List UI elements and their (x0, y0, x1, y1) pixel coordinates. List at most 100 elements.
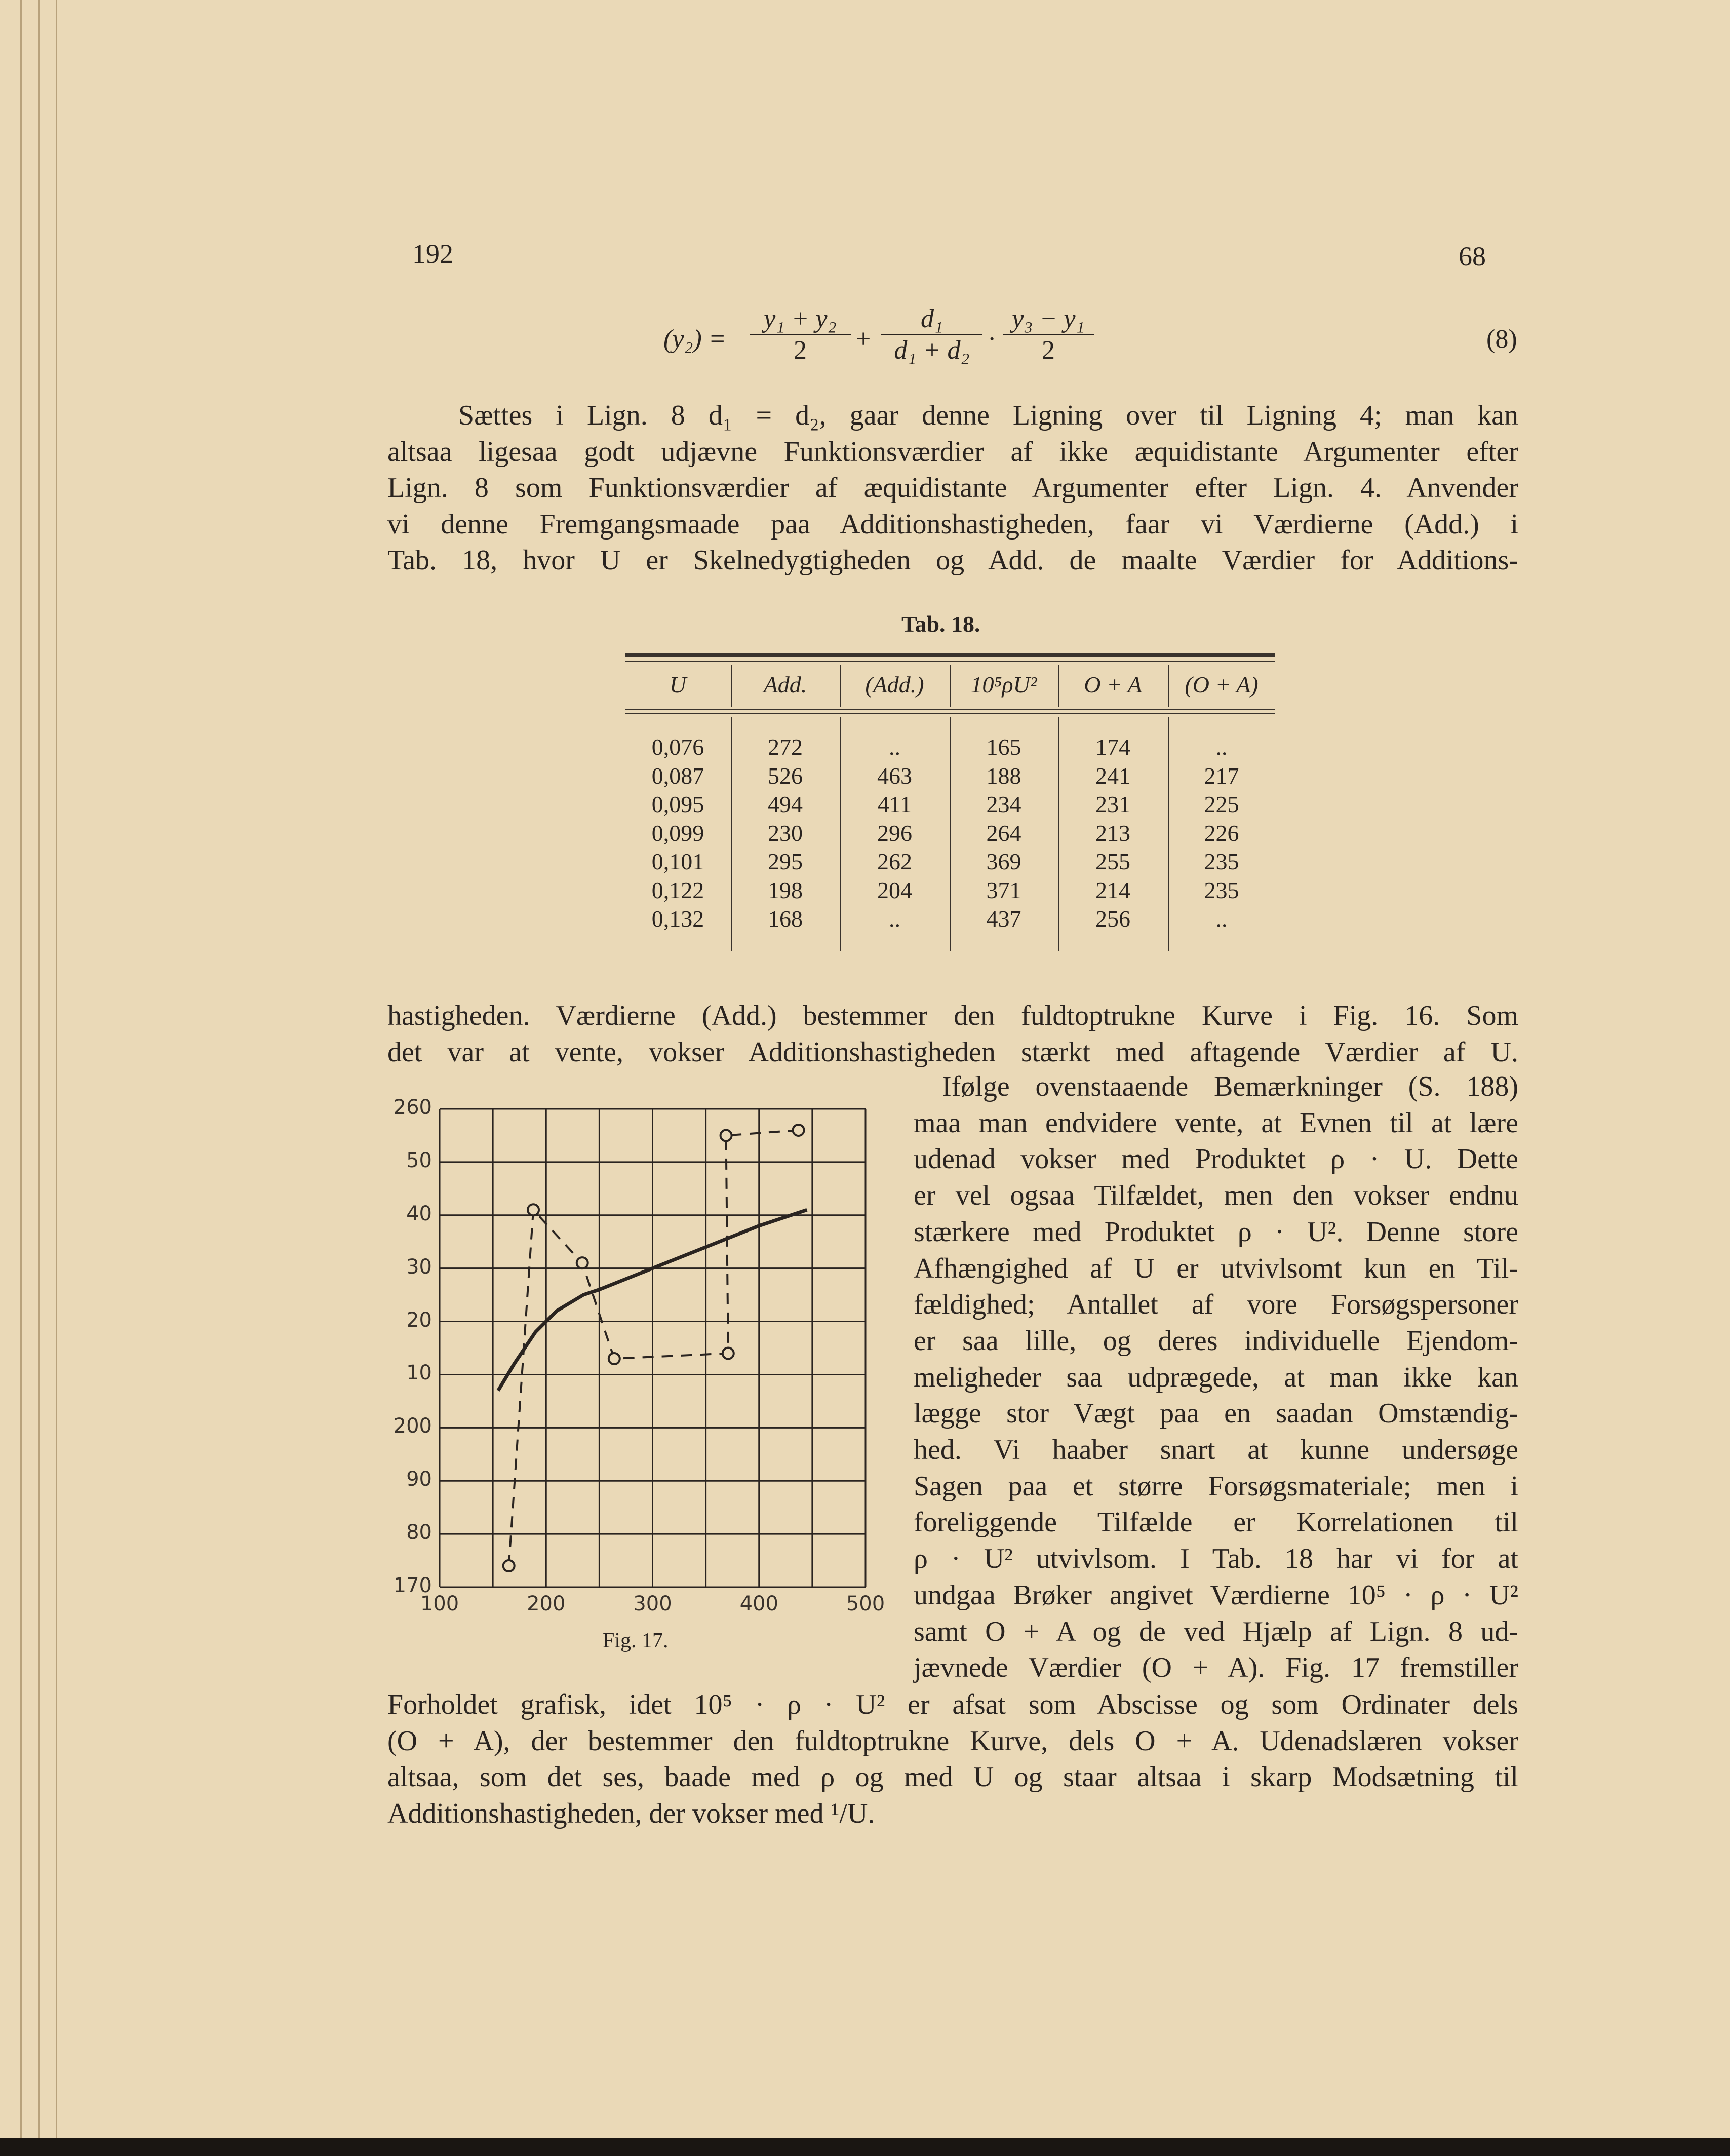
data-point-circle (502, 1559, 516, 1573)
table-cell: 296 (877, 820, 912, 846)
plus-sign: + (856, 325, 871, 354)
table-cell: 226 (1204, 820, 1239, 846)
table-cell: 295 (768, 849, 803, 874)
series-o-plus-a-line (507, 1129, 799, 1566)
table-row-label: 0,076 (651, 734, 704, 760)
y-tick-label: 170 (393, 1574, 432, 1597)
table-header-cell: Add. (763, 672, 807, 698)
table-title: Tab. 18. (901, 611, 980, 637)
data-point-circle (719, 1129, 733, 1142)
table-cell: .. (889, 734, 900, 760)
table-column-divider (731, 665, 732, 707)
text-line: er vel ogsaa Tilfældet, men den vokser e… (914, 1180, 1518, 1212)
fraction-2: d₁ d₁ + d₂ (881, 304, 982, 365)
page-edge (56, 0, 57, 2138)
data-point-circle (575, 1256, 589, 1270)
text-line: altsaa ligesaa godt udjævne Funktionsvær… (387, 436, 1518, 468)
figure-caption: Fig. 17. (603, 1629, 669, 1652)
table-cell: 256 (1095, 906, 1130, 932)
table-column-divider (950, 665, 951, 707)
numerator: d₁ (920, 304, 943, 333)
x-tick-label: 500 (846, 1592, 885, 1615)
text-line: undgaa Brøker angivet Værdierne 10⁵ · ρ … (914, 1579, 1518, 1611)
text-line: meligheder saa udprægede, at man ikke ka… (914, 1361, 1518, 1393)
table-cell: 217 (1204, 762, 1239, 789)
fraction-1: y₁ + y₂ 2 (750, 304, 851, 365)
text-line: Sættes i Lign. 8 d₁ = d₂, gaar denne Lig… (458, 400, 1518, 431)
table-cell: 231 (1095, 791, 1130, 817)
text-line: det var at vente, vokser Additionshastig… (387, 1036, 1518, 1068)
text-line: maa man endvidere vente, at Evnen til at… (914, 1107, 1518, 1139)
text-line: er saa lille, og deres individuelle Ejen… (914, 1325, 1518, 1357)
denominator: 2 (1003, 334, 1094, 365)
text-line: lægge stor Vægt paa en saadan Omstændig- (914, 1398, 1518, 1430)
table-cell: .. (889, 906, 900, 932)
table-row-label: 0,132 (651, 906, 704, 932)
text-line: Lign. 8 som Funktionsværdier af æquidist… (387, 472, 1518, 504)
equation-lhs: (y₂) = (663, 325, 726, 354)
y-tick-label: 260 (393, 1096, 432, 1119)
table-row-label: 0,099 (651, 820, 704, 846)
table-row-label: 0,095 (651, 791, 704, 817)
text-line: Tab. 18, hvor U er Skelnedygtigheden og … (387, 545, 1518, 576)
equation-number: (8) (1486, 325, 1517, 354)
table-cell: 214 (1095, 877, 1130, 903)
denominator: d₁ + d₂ (881, 334, 982, 365)
page-edge (38, 0, 40, 2138)
table-cell: 174 (1095, 734, 1130, 760)
x-tick-label: 100 (420, 1592, 459, 1615)
page-number-right: 68 (1459, 241, 1486, 272)
table-column-divider (1168, 717, 1169, 951)
data-point-circle (792, 1123, 805, 1137)
table-column-divider (1058, 717, 1059, 951)
text-line: Sagen paa et større Forsøgsmateriale; me… (914, 1470, 1518, 1502)
page-number-left: 192 (412, 239, 453, 269)
x-tick-label: 400 (739, 1592, 778, 1615)
table-cell: 494 (768, 791, 803, 817)
table-cell: .. (1215, 906, 1228, 932)
text-line: (O + A), der bestemmer den fuldtoptrukne… (387, 1725, 1518, 1757)
table-rule-header (625, 709, 1275, 710)
y-tick-label: 30 (406, 1255, 432, 1279)
text-line: Additionshastigheden, der vokser med ¹/U… (387, 1797, 875, 1829)
table-cell: 235 (1204, 877, 1239, 903)
table-cell: 213 (1095, 820, 1130, 846)
table-cell: 371 (986, 877, 1021, 903)
y-tick-label: 80 (406, 1521, 432, 1545)
x-tick-label: 200 (527, 1592, 566, 1615)
text-line: fældighed; Antallet af vore Forsøgsperso… (914, 1289, 1518, 1321)
text-line: Forholdet grafisk, idet 10⁵ · ρ · U² er … (387, 1689, 1518, 1720)
table-cell: 437 (986, 906, 1021, 932)
text-line: vi denne Fremgangsmaade paa Additionshas… (387, 508, 1518, 540)
series-smoothed-curve (496, 1208, 808, 1392)
table-header-cell: (Add.) (865, 672, 924, 698)
table-row-label: 0,101 (651, 849, 704, 874)
table-rule-top (625, 653, 1275, 657)
table-column-divider (731, 717, 732, 951)
table-cell: 262 (877, 849, 912, 874)
dot-sign: · (988, 325, 997, 354)
table-cell: 255 (1095, 849, 1130, 874)
text-line: hed. Vi haaber snart at kunne undersøge (914, 1434, 1518, 1466)
table-cell: 526 (768, 762, 803, 789)
table-header-cell: O + A (1084, 672, 1142, 698)
table-header-cell: (O + A) (1185, 672, 1259, 698)
table-rule-top (625, 661, 1275, 662)
table-cell: 264 (986, 820, 1021, 846)
table-header-cell: U (669, 672, 687, 698)
denominator: 2 (750, 334, 851, 365)
table-cell: 188 (986, 762, 1021, 789)
text-line: Ifølge ovenstaaende Bemærkninger (S. 188… (942, 1071, 1518, 1102)
table-cell: 272 (768, 734, 803, 760)
numerator: y₃ − y₁ (1012, 304, 1085, 333)
data-point-circle (607, 1352, 621, 1365)
text-line: jævnede Værdier (O + A). Fig. 17 fremsti… (914, 1652, 1518, 1684)
table-cell: 168 (768, 906, 803, 932)
table-cell: 235 (1204, 849, 1239, 874)
table-column-divider (840, 717, 841, 951)
table-cell: 225 (1204, 791, 1239, 817)
table-cell: 241 (1095, 762, 1130, 789)
y-tick-label: 10 (406, 1361, 432, 1385)
